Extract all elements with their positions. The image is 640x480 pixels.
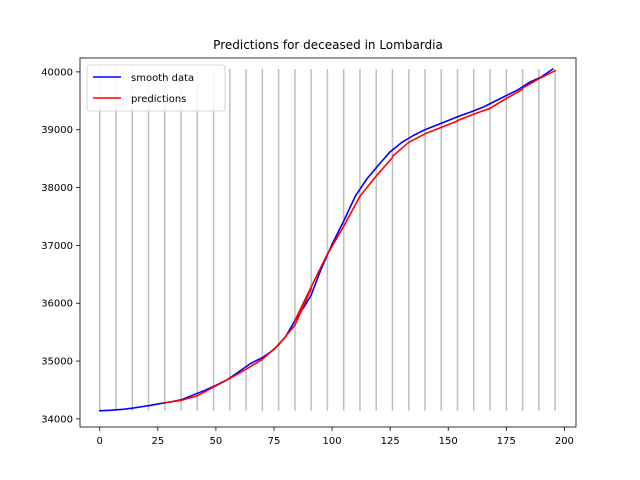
- legend: smooth data predictions: [86, 64, 226, 112]
- y-tick-label: 36000: [41, 299, 73, 310]
- x-tick-label: 200: [555, 436, 574, 447]
- series-line-predictions-segment: [521, 69, 556, 89]
- legend-box: [86, 64, 226, 112]
- x-axis: 0 25 50 75 100 125 150 175 200: [97, 427, 574, 447]
- x-tick-label: 125: [381, 436, 400, 447]
- x-tick-label: 175: [497, 436, 516, 447]
- series-line-predictions-segment: [294, 253, 329, 322]
- chart-title: Predictions for deceased in Lombardia: [213, 38, 443, 52]
- series-line-predictions-segment: [326, 156, 394, 255]
- y-tick-label: 35000: [41, 357, 73, 368]
- x-tick-label: 100: [323, 436, 342, 447]
- series-line-predictions-segment: [456, 88, 524, 122]
- legend-label-predictions: predictions: [131, 94, 186, 105]
- x-tick-label: 150: [439, 436, 458, 447]
- legend-label-smooth-data: smooth data: [131, 73, 194, 84]
- vertical-markers: [98, 68, 556, 411]
- x-tick-label: 25: [151, 436, 164, 447]
- y-tick-label: 38000: [41, 183, 73, 194]
- series-line-predictions-segment: [391, 120, 459, 158]
- series-line-predictions-segment: [164, 377, 231, 404]
- y-tick-label: 40000: [41, 67, 73, 78]
- y-tick-label: 34000: [41, 414, 73, 425]
- series-line-predictions-segment: [261, 287, 312, 361]
- x-tick-label: 0: [97, 436, 103, 447]
- series-line-predictions-segment: [229, 358, 264, 380]
- y-axis: 34000 35000 36000 37000 38000 39000 40000: [41, 67, 80, 425]
- data-lines: [98, 68, 556, 412]
- plot-frame: [79, 57, 577, 428]
- x-tick-label: 75: [268, 436, 281, 447]
- plot-area: [79, 57, 577, 428]
- x-tick-label: 50: [210, 436, 223, 447]
- y-tick-label: 37000: [41, 241, 73, 252]
- y-tick-label: 39000: [41, 125, 73, 136]
